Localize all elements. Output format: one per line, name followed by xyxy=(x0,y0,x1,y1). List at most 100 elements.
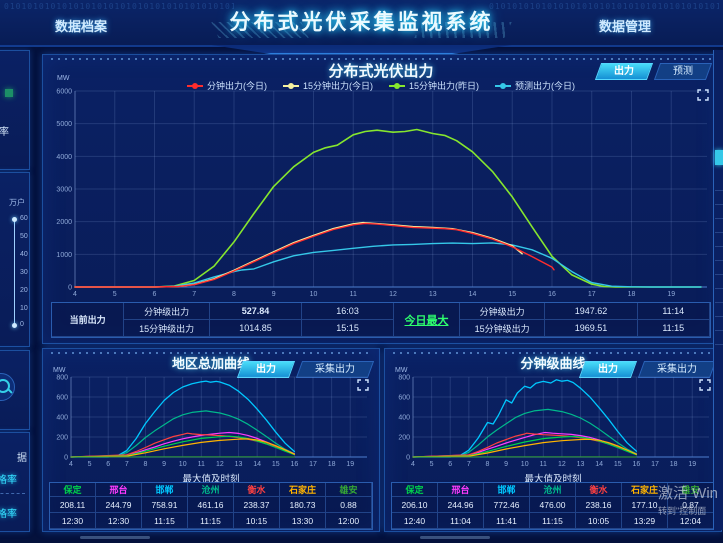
fullscreen-icon[interactable] xyxy=(699,379,711,391)
rate-label-2: 格率 xyxy=(0,509,17,520)
today-max-label[interactable]: 今日最大 xyxy=(404,314,449,327)
legend-marker-red xyxy=(186,82,203,89)
panel-pv-output: 分布式光伏出力 出力 预测 分钟出力(今日) 15分钟出力(今日) 15分钟出力… xyxy=(42,54,720,344)
city-header: 沧州 xyxy=(188,483,234,497)
gauge-tick: 20 xyxy=(20,287,28,294)
current-output-table: 当前出力 分钟级出力 527.84 16:03 今日最大 分钟级出力 1947.… xyxy=(51,302,711,338)
svg-text:17: 17 xyxy=(651,461,659,468)
minute-max-table: 保定 邢台 邯郸 沧州 衡水 石家庄 雄安 206.10 244.96 772.… xyxy=(391,482,715,530)
svg-text:19: 19 xyxy=(346,461,354,468)
search-icon[interactable] xyxy=(0,379,10,393)
max-minute-label: 分钟级出力 xyxy=(459,303,546,320)
region-curve-chart: 0 200 400 600 800 4 5 6 7 8 9 10 11 12 13 14 15 16 17 18 19 xyxy=(56,375,367,468)
city-header: 衡水 xyxy=(576,483,622,497)
y-axis-unit: MW xyxy=(395,367,408,374)
svg-text:600: 600 xyxy=(398,395,410,402)
current-output-label: 当前出力 xyxy=(52,303,125,337)
gauge-tick: 60 xyxy=(20,215,28,222)
gauge-tick: 30 xyxy=(20,269,28,276)
city-max-value: 238.16 xyxy=(576,497,622,513)
city-max-time: 11:15 xyxy=(530,513,576,529)
max-minute-value: 1947.62 xyxy=(545,303,638,320)
svg-text:800: 800 xyxy=(398,375,410,382)
tab-forecast[interactable]: 预测 xyxy=(653,63,713,80)
search-input[interactable] xyxy=(0,373,15,401)
green-indicator xyxy=(5,89,13,97)
nav-data-archive[interactable]: 数据档案 xyxy=(55,19,108,34)
svg-text:17: 17 xyxy=(309,461,317,468)
city-max-value: 208.11 xyxy=(50,497,96,513)
svg-text:18: 18 xyxy=(670,461,678,468)
city-header: 雄安 xyxy=(668,483,714,497)
city-header: 衡水 xyxy=(234,483,280,497)
city-header: 邯郸 xyxy=(142,483,188,497)
svg-text:14: 14 xyxy=(595,461,603,468)
tab-output-label: 出力 xyxy=(614,66,634,77)
svg-text:7: 7 xyxy=(192,291,196,298)
city-max-value: 461.16 xyxy=(188,497,234,513)
minute-output-time: 16:03 xyxy=(302,303,395,320)
city-max-value: 180.73 xyxy=(280,497,326,513)
svg-text:13: 13 xyxy=(235,461,243,468)
svg-text:11: 11 xyxy=(198,461,205,468)
minute-output-label: 分钟级出力 xyxy=(124,303,210,320)
city-header: 邯郸 xyxy=(484,483,530,497)
svg-text:5: 5 xyxy=(113,291,117,298)
svg-text:18: 18 xyxy=(628,291,636,298)
svg-text:6: 6 xyxy=(448,461,452,468)
city-header: 保定 xyxy=(392,483,438,497)
svg-text:5: 5 xyxy=(88,461,92,468)
city-max-time: 12:00 xyxy=(326,513,372,529)
page-title: 分布式光伏采集监视系统 xyxy=(229,11,494,34)
left-panel-data-rate: 据 格率 格率 xyxy=(0,432,30,532)
city-max-value: 206.10 xyxy=(392,497,438,513)
city-max-time: 12:40 xyxy=(392,513,438,529)
svg-text:10: 10 xyxy=(521,461,529,468)
city-max-value: 758.91 xyxy=(142,497,188,513)
header: 0101010101010101010101010101010101010101… xyxy=(0,0,723,47)
svg-text:2000: 2000 xyxy=(56,219,72,226)
svg-text:16: 16 xyxy=(290,461,298,468)
binary-decoration-left: 0101010101010101010101010101010101010101… xyxy=(4,2,234,11)
nav-data-management[interactable]: 数据管理 xyxy=(598,19,651,34)
fullscreen-icon[interactable] xyxy=(357,379,369,391)
city-max-time: 12:04 xyxy=(668,513,714,529)
today-max-link[interactable]: 今日最大 xyxy=(394,303,460,337)
svg-text:800: 800 xyxy=(56,375,68,382)
svg-text:200: 200 xyxy=(398,435,410,442)
city-max-time: 13:30 xyxy=(280,513,326,529)
panel-region-curve: 地区总加曲线 出力 采集出力 MW 0 200 400 600 800 4 5 6 7 8 9 10 1… xyxy=(42,348,380,532)
tab-forecast-label: 预测 xyxy=(673,66,693,77)
svg-text:16: 16 xyxy=(632,461,640,468)
svg-text:6000: 6000 xyxy=(56,89,72,96)
left-panel-gauge: 万户 60 50 40 30 20 10 0 xyxy=(0,172,30,347)
svg-text:16: 16 xyxy=(548,291,556,298)
city-max-time: 12:30 xyxy=(96,513,142,529)
city-max-value: 177.10 xyxy=(622,497,668,513)
svg-text:12: 12 xyxy=(216,461,224,468)
y-axis-unit: MW xyxy=(57,75,70,82)
right-panel-sliver xyxy=(713,50,723,530)
tab-output[interactable]: 出力 xyxy=(594,63,654,80)
legend-label: 预测出力(今日) xyxy=(515,81,576,91)
svg-text:13: 13 xyxy=(577,461,585,468)
divider xyxy=(0,493,25,494)
gauge-tick: 10 xyxy=(20,305,28,312)
gauge-line xyxy=(14,219,15,326)
svg-text:8: 8 xyxy=(144,461,148,468)
svg-text:7: 7 xyxy=(467,461,471,468)
legend-label: 15分钟出力(昨日) xyxy=(409,81,480,91)
fullscreen-icon[interactable] xyxy=(697,89,709,101)
svg-text:5: 5 xyxy=(430,461,434,468)
region-max-table: 保定 邢台 邯郸 沧州 衡水 石家庄 雄安 208.11 244.79 758.… xyxy=(49,482,373,530)
minute-curve-title: 分钟级曲线 xyxy=(520,356,586,371)
svg-text:19: 19 xyxy=(667,291,675,298)
city-header: 邢台 xyxy=(96,483,142,497)
y-axis-unit: MW xyxy=(53,367,66,374)
svg-text:19: 19 xyxy=(688,461,696,468)
svg-text:11: 11 xyxy=(540,461,547,468)
svg-text:18: 18 xyxy=(328,461,336,468)
city-max-value: 244.79 xyxy=(96,497,142,513)
max-value-time-title: 最大值及时刻 xyxy=(524,474,582,485)
